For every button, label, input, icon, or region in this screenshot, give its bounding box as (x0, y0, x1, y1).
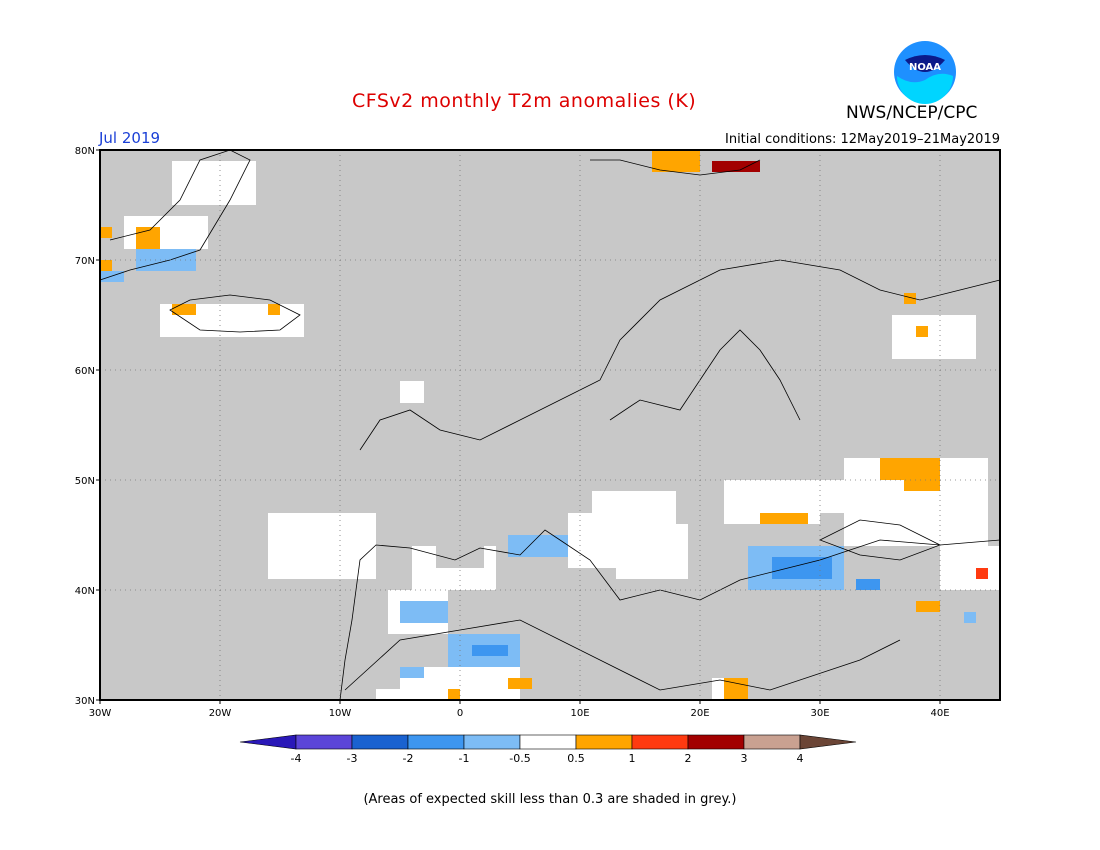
lon-tick-label: 20W (209, 708, 232, 719)
anomaly-cell-red (976, 568, 988, 579)
map-frame (99, 149, 1001, 701)
anomaly-cell-orange (916, 326, 928, 337)
colorbar-high-arrow (799, 734, 857, 750)
anomaly-cell-white (616, 524, 688, 579)
coast-baltic (609, 329, 801, 421)
coast-greenland (99, 149, 251, 281)
colorbar-label: -3 (347, 752, 358, 765)
lon-tick-label: 30E (810, 708, 829, 719)
lat-tick-label: 40N (75, 586, 95, 597)
anomaly-cell-orange (760, 513, 808, 524)
lon-tick-label: 0 (457, 708, 463, 719)
anomaly-cell-orange (136, 227, 160, 249)
colorbar-segment (575, 734, 633, 750)
anomaly-cell-white (172, 161, 256, 205)
anomaly-cell-orange (904, 293, 916, 304)
anomaly-cell-white (748, 480, 844, 513)
grid-lines (100, 150, 1000, 700)
anomaly-cell-orange (268, 304, 280, 315)
anomaly-cell-white (400, 381, 424, 403)
colorbar-segment (631, 734, 689, 750)
coast-europe (339, 529, 1001, 701)
logo-text: NOAA (909, 62, 941, 73)
anomaly-cell-orange (916, 601, 940, 612)
anomaly-cell-blue_1 (400, 601, 448, 623)
anomaly-cell-white (376, 689, 400, 700)
colorbar-segment (519, 734, 577, 750)
coast-africa (344, 619, 901, 691)
colorbar-segment (351, 734, 409, 750)
colorbar-label: 2 (685, 752, 692, 765)
anomaly-cell-orange (508, 678, 532, 689)
anomaly-cell-blue_2 (772, 557, 832, 579)
coast-svalbard (590, 159, 761, 176)
colorbar-low-arrow (239, 734, 297, 750)
lat-tick-label: 30N (75, 696, 95, 707)
colorbar-label: -1 (459, 752, 470, 765)
anomaly-cell-white (268, 513, 376, 579)
initial-conditions: Initial conditions: 12May2019–21May2019 (725, 132, 1000, 147)
colorbar-label: -0.5 (509, 752, 530, 765)
noaa-logo-icon: NOAA (894, 41, 956, 104)
anomaly-cell-orange (100, 227, 112, 238)
lat-tick-label: 60N (75, 366, 95, 377)
anomaly-cell-orange (904, 458, 940, 491)
anomaly-cells (100, 150, 1000, 700)
lon-tick-label: 20E (690, 708, 709, 719)
anomaly-cell-orange (448, 689, 460, 700)
colorbar-label: -2 (403, 752, 414, 765)
skill-caption: (Areas of expected skill less than 0.3 a… (363, 792, 737, 807)
forecast-month: Jul 2019 (99, 129, 161, 147)
anomaly-cell-blue_1 (508, 535, 568, 557)
colorbar: -4 -3 -2 -1 -0.5 0.5 1 2 3 4 (239, 734, 857, 765)
lon-tick-label: 10W (329, 708, 352, 719)
coast-iceland (169, 294, 301, 333)
anomaly-cell-blue_2 (472, 645, 508, 656)
colorbar-label: 3 (741, 752, 748, 765)
colorbar-label: 0.5 (567, 752, 585, 765)
anomaly-cell-white (892, 315, 976, 359)
coastlines (99, 149, 1001, 701)
anomaly-cell-orange (100, 260, 112, 271)
anomaly-cell-blue_1 (400, 667, 424, 678)
colorbar-segment (463, 734, 521, 750)
anomaly-cell-blue_2 (856, 579, 880, 590)
anomaly-cell-gray (436, 535, 484, 568)
axis-ticks: 30W 20W 10W 0 10E 20E 30E 40E 30N 40N 50N 60N 70N 80N (75, 146, 950, 719)
anomaly-cell-orange (652, 150, 700, 172)
colorbar-label: -4 (291, 752, 302, 765)
agency-label: NWS/NCEP/CPC (846, 103, 978, 123)
lat-tick-label: 50N (75, 476, 95, 487)
anomaly-cell-blue_1 (964, 612, 976, 623)
map-background (100, 150, 1000, 700)
colorbar-segment (407, 734, 465, 750)
coast-north (359, 259, 1001, 451)
ocean-land-background (100, 150, 1000, 700)
anomaly-cell-white (592, 491, 676, 524)
lat-tick-label: 70N (75, 256, 95, 267)
lat-tick-label: 80N (75, 146, 95, 157)
anomaly-cell-orange (172, 304, 196, 315)
colorbar-segment (295, 734, 353, 750)
colorbar-label: 4 (797, 752, 804, 765)
anomaly-cell-blue_1 (100, 271, 124, 282)
lon-tick-label: 10E (570, 708, 589, 719)
anomaly-cell-orange (724, 678, 748, 700)
map-title: CFSv2 monthly T2m anomalies (K) (352, 90, 697, 112)
colorbar-label: 1 (629, 752, 636, 765)
colorbar-segment (743, 734, 801, 750)
lon-tick-label: 40E (930, 708, 949, 719)
anomaly-cell-darkred (712, 161, 760, 172)
anomaly-cell-white (940, 546, 1000, 590)
colorbar-segment (687, 734, 745, 750)
lon-tick-label: 30W (89, 708, 112, 719)
